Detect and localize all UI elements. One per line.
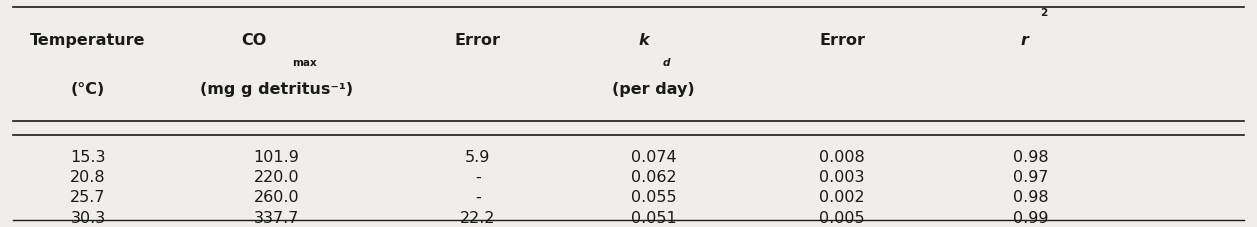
Text: Error: Error [455,33,500,48]
Text: Error: Error [820,33,865,48]
Text: 0.008: 0.008 [820,150,865,165]
Text: r: r [1021,33,1028,48]
Text: 15.3: 15.3 [70,150,106,165]
Text: 25.7: 25.7 [70,190,106,205]
Text: 220.0: 220.0 [254,170,299,185]
Text: (mg g detritus⁻¹): (mg g detritus⁻¹) [200,82,353,97]
Text: 0.051: 0.051 [631,210,676,225]
Text: max: max [292,58,317,68]
Text: 0.98: 0.98 [1013,150,1048,165]
Text: 0.99: 0.99 [1013,210,1048,225]
Text: 0.005: 0.005 [820,210,865,225]
Text: 30.3: 30.3 [70,210,106,225]
Text: 0.003: 0.003 [820,170,865,185]
Text: 0.055: 0.055 [631,190,676,205]
Text: k: k [639,33,649,48]
Text: 0.074: 0.074 [631,150,676,165]
Text: (°C): (°C) [70,82,106,97]
Text: 0.002: 0.002 [820,190,865,205]
Text: Temperature: Temperature [30,33,146,48]
Text: d: d [662,58,670,68]
Text: 0.062: 0.062 [631,170,676,185]
Text: 22.2: 22.2 [460,210,495,225]
Text: -: - [475,170,480,185]
Text: 5.9: 5.9 [465,150,490,165]
Text: 0.98: 0.98 [1013,190,1048,205]
Text: 20.8: 20.8 [70,170,106,185]
Text: (per day): (per day) [612,82,695,97]
Text: 337.7: 337.7 [254,210,299,225]
Text: CO: CO [241,33,266,48]
Text: 2: 2 [1040,8,1047,18]
Text: -: - [475,190,480,205]
Text: 101.9: 101.9 [254,150,299,165]
Text: 0.97: 0.97 [1013,170,1048,185]
Text: 260.0: 260.0 [254,190,299,205]
